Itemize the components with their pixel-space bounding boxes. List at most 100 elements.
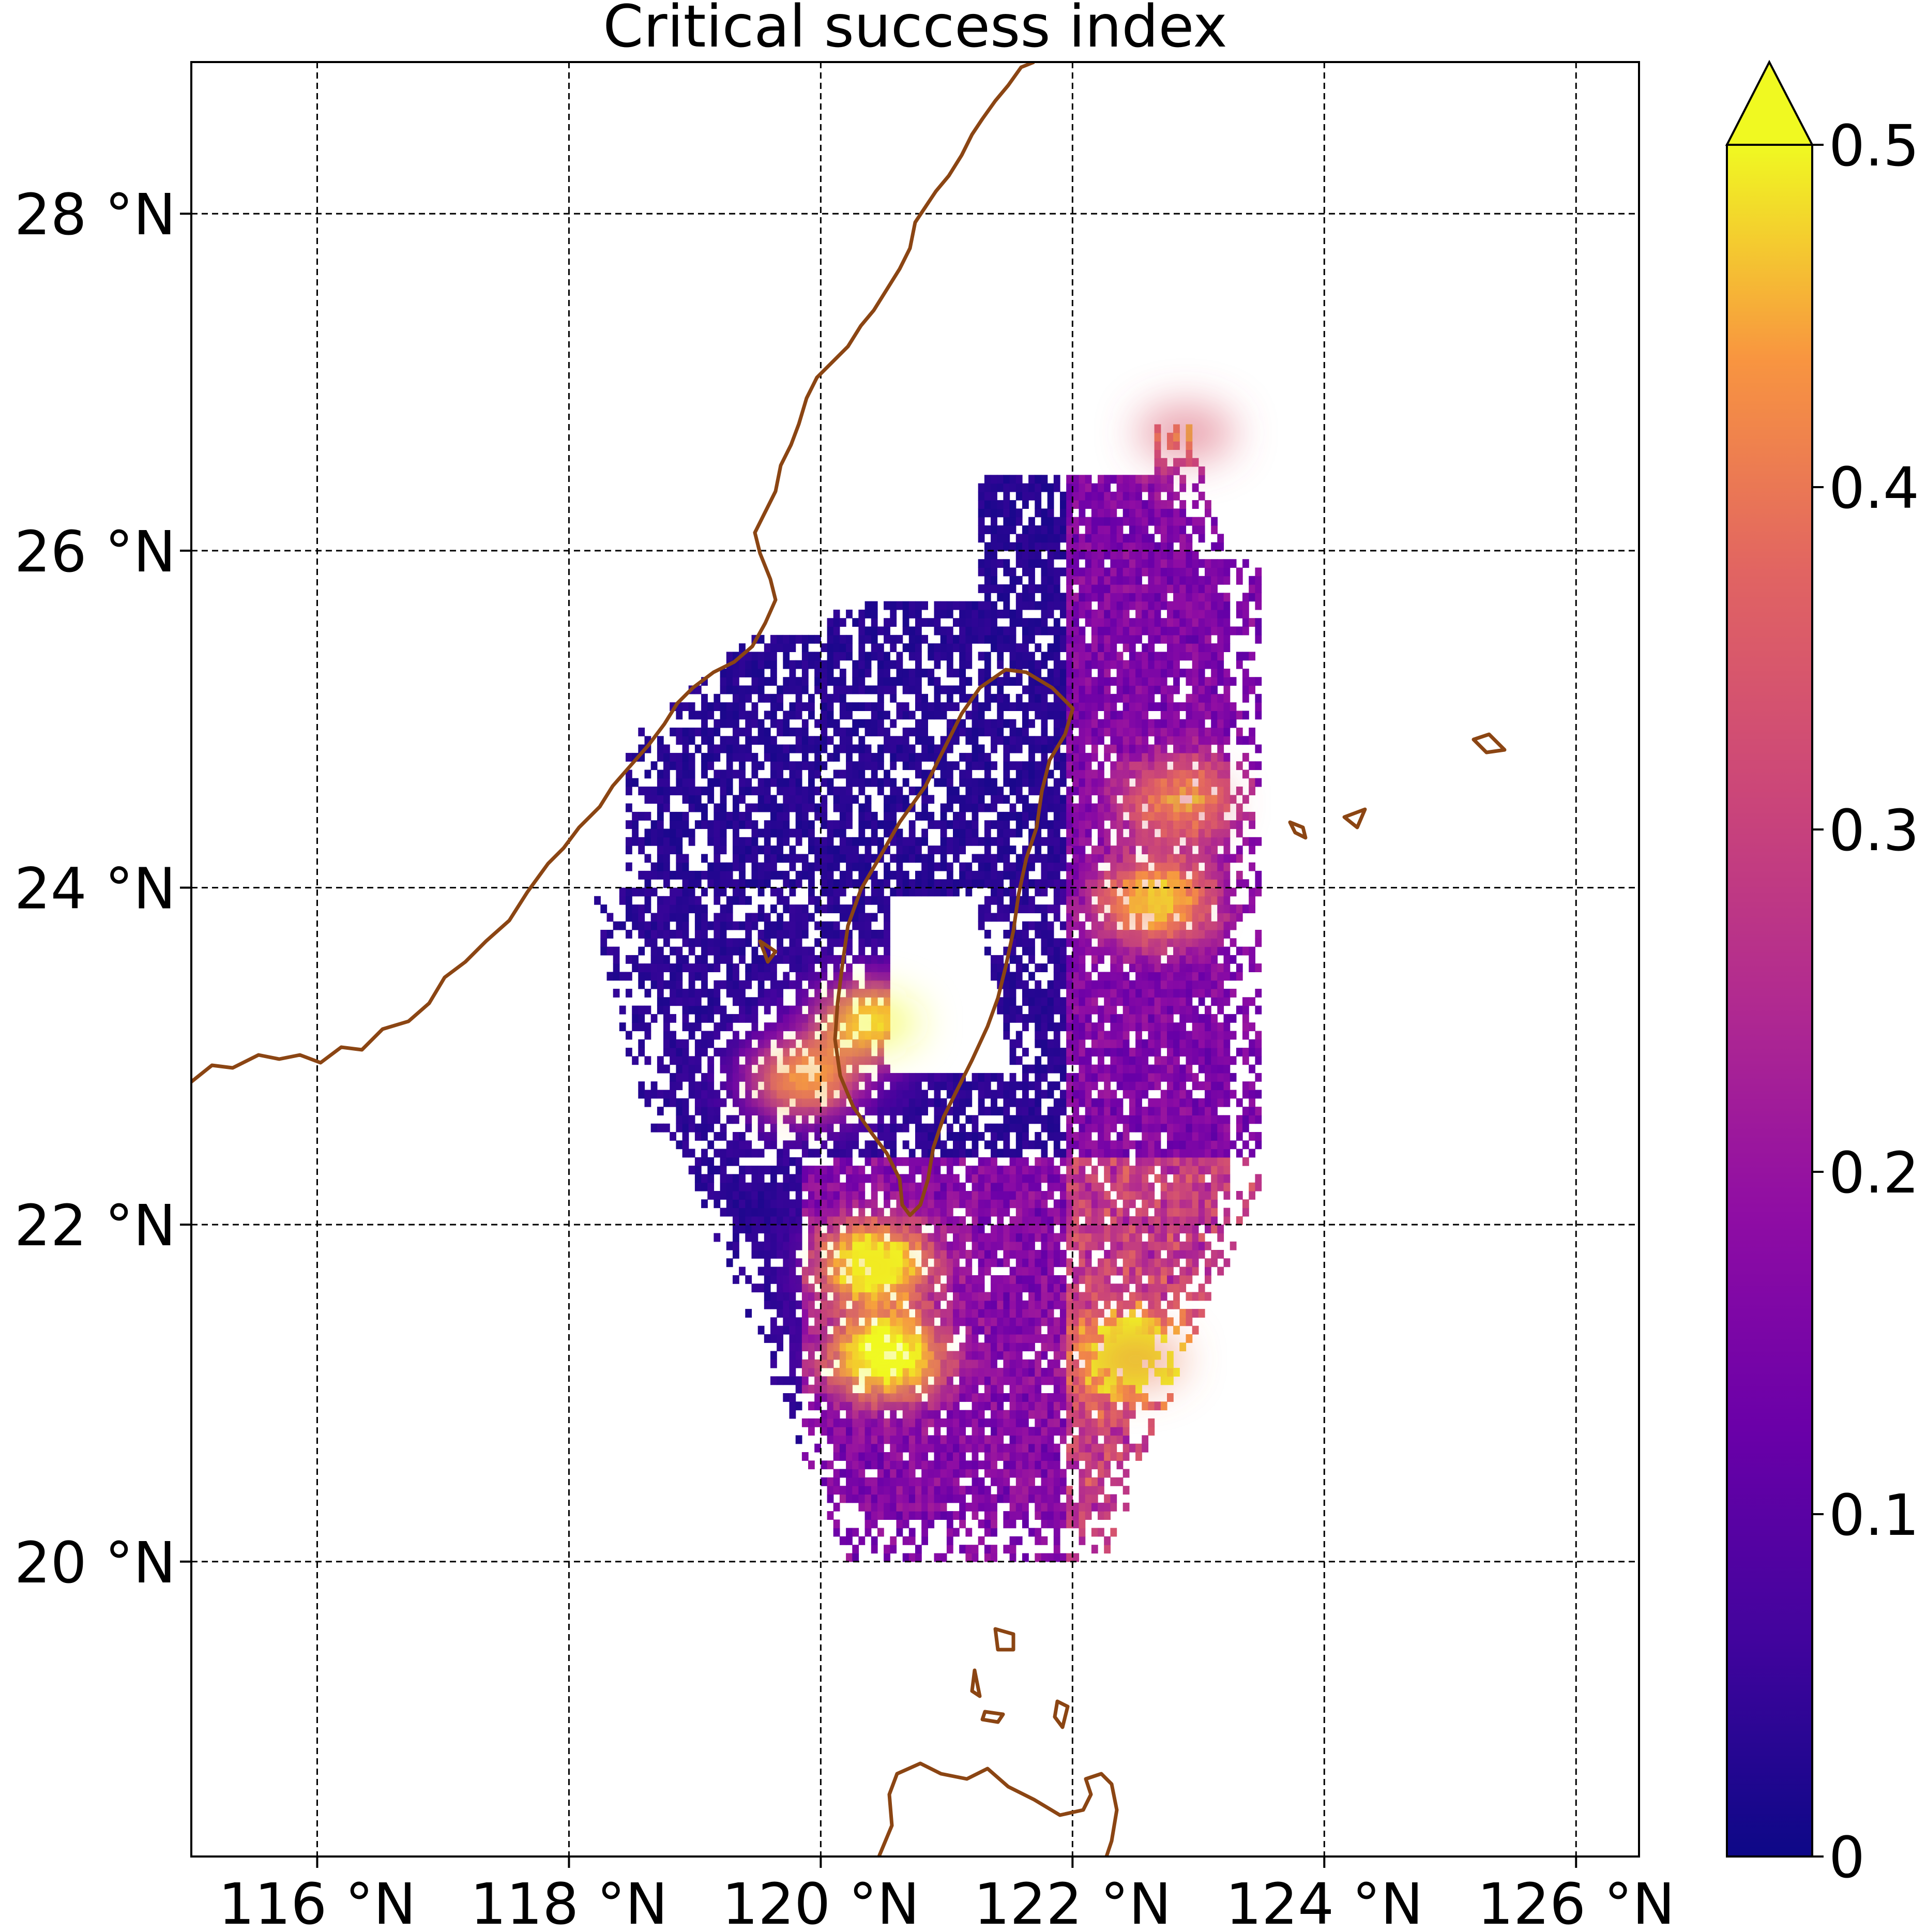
csi-cell — [1047, 1064, 1054, 1074]
csi-cell — [1205, 1056, 1211, 1065]
csi-cell — [1192, 1325, 1199, 1335]
csi-cell — [808, 1166, 815, 1174]
csi-cell — [1160, 1090, 1167, 1099]
csi-cell — [965, 1284, 973, 1293]
csi-cell — [972, 1477, 979, 1486]
csi-cell — [1053, 1199, 1060, 1209]
csi-cell — [745, 1107, 752, 1115]
csi-cell — [1091, 1393, 1098, 1402]
csi-cell — [972, 1174, 979, 1183]
csi-cell — [770, 862, 777, 871]
csi-cell — [745, 1182, 752, 1191]
csi-cell — [1160, 1022, 1167, 1032]
csi-cell — [676, 1098, 683, 1107]
csi-cell — [833, 1309, 840, 1318]
csi-cell — [921, 1149, 928, 1158]
csi-cell — [1160, 1182, 1167, 1191]
csi-cell — [808, 1401, 815, 1411]
csi-cell — [783, 1149, 790, 1158]
csi-cell — [864, 1309, 872, 1318]
csi-cell — [1110, 1494, 1117, 1503]
csi-cell — [1047, 879, 1054, 888]
csi-cell — [707, 1174, 715, 1183]
csi-cell — [997, 1342, 1004, 1352]
csi-cell — [1211, 1140, 1218, 1150]
csi-cell — [1047, 1427, 1054, 1436]
csi-cell — [1035, 1182, 1042, 1191]
csi-cell — [1217, 862, 1224, 871]
csi-cell — [946, 1309, 953, 1318]
csi-cell — [1129, 1064, 1136, 1074]
csi-cell — [972, 1208, 979, 1217]
csi-cell — [1179, 946, 1187, 956]
csi-cell — [733, 854, 739, 863]
csi-cell — [1230, 938, 1237, 947]
csi-cell — [978, 1157, 985, 1166]
csi-cell — [934, 1325, 941, 1335]
csi-cell — [921, 1292, 928, 1301]
csi-cell — [1242, 1048, 1249, 1056]
csi-cell — [814, 1107, 821, 1115]
csi-cell — [1192, 1266, 1199, 1276]
csi-cell — [972, 1334, 979, 1343]
csi-cell — [1009, 879, 1016, 888]
csi-cell — [789, 1393, 796, 1402]
csi-cell — [984, 870, 991, 880]
csi-cell — [1142, 1140, 1149, 1150]
csi-cell — [1066, 904, 1073, 913]
csi-cell — [1085, 1511, 1092, 1520]
csi-cell — [1060, 1309, 1067, 1318]
csi-cell — [928, 1098, 935, 1107]
csi-cell — [1160, 1191, 1167, 1200]
csi-cell — [827, 1486, 834, 1495]
csi-cell — [1186, 1309, 1193, 1318]
csi-cell — [1009, 1115, 1016, 1124]
csi-cell — [1116, 946, 1124, 956]
csi-cell — [1041, 1166, 1048, 1174]
csi-cell — [1035, 1494, 1042, 1503]
csi-cell — [1085, 1334, 1092, 1343]
csi-cell — [915, 1090, 922, 1099]
csi-cell — [1179, 1039, 1187, 1048]
csi-cell — [1066, 1140, 1073, 1150]
csi-cell — [814, 1258, 821, 1267]
csi-cell — [795, 1014, 802, 1023]
csi-cell — [1192, 1115, 1199, 1124]
csi-cell — [908, 1317, 916, 1326]
csi-cell — [1015, 980, 1023, 989]
csi-cell — [1091, 1098, 1098, 1107]
csi-cell — [1173, 1039, 1180, 1048]
csi-cell — [1053, 1359, 1060, 1368]
csi-cell — [1148, 1048, 1155, 1056]
csi-cell — [1028, 1107, 1035, 1115]
csi-cell — [908, 1460, 916, 1470]
csi-cell — [1167, 1115, 1174, 1124]
csi-cell — [1072, 1275, 1080, 1284]
csi-cell — [650, 887, 658, 897]
csi-cell — [965, 1418, 973, 1427]
csi-cell — [1242, 997, 1249, 1006]
csi-cell — [1072, 989, 1080, 998]
csi-cell — [1104, 1494, 1111, 1503]
csi-cell — [1255, 1182, 1262, 1191]
csi-cell — [902, 1553, 909, 1562]
csi-cell — [1223, 1098, 1231, 1107]
csi-cell — [1009, 1469, 1016, 1478]
csi-cell — [1098, 1022, 1104, 1032]
csi-cell — [827, 955, 834, 964]
csi-cell — [934, 1241, 941, 1250]
csi-cell — [1066, 938, 1073, 947]
csi-cell — [852, 1317, 859, 1326]
csi-cell — [745, 1140, 752, 1150]
csi-cell — [1035, 1368, 1042, 1377]
csi-cell — [783, 854, 790, 863]
csi-cell — [890, 1545, 897, 1554]
csi-cell — [1223, 1048, 1231, 1056]
csi-cell — [1041, 1334, 1048, 1343]
csi-cell — [1142, 1292, 1149, 1301]
csi-cell — [1079, 1132, 1086, 1141]
csi-cell — [1079, 1250, 1086, 1259]
csi-cell — [1091, 989, 1098, 998]
csi-cell — [852, 1216, 859, 1225]
csi-cell — [1173, 946, 1180, 956]
